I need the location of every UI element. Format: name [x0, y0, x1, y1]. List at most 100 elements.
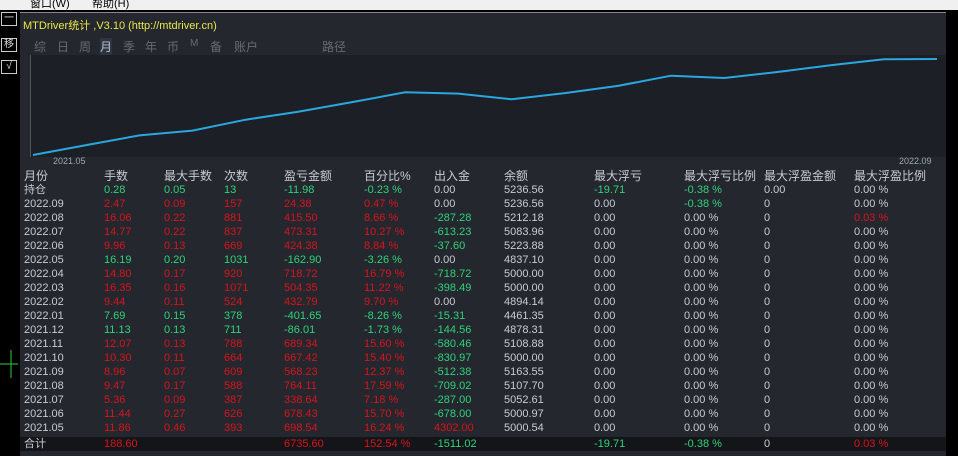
table-cell: 0.00 %	[684, 310, 719, 322]
table-cell: 524	[224, 296, 243, 308]
table-cell: 0	[764, 394, 771, 406]
table-cell: -398.49	[434, 282, 472, 294]
right-edge	[946, 12, 958, 456]
table-cell: 0.15	[164, 310, 186, 322]
check-button[interactable]: √	[1, 60, 17, 74]
table-cell: 0.00 %	[854, 282, 889, 294]
table-cell: 2022.05	[24, 254, 64, 266]
table-cell: 2021.12	[24, 324, 64, 336]
table-cell: 157	[224, 198, 243, 210]
table-cell: 678.43	[284, 408, 318, 420]
table-cell: -11.98	[284, 184, 315, 196]
table-cell: 6735.60	[284, 438, 324, 450]
table-cell: 2022.02	[24, 296, 64, 308]
table-cell: 2022.07	[24, 226, 64, 238]
equity-curve	[32, 58, 938, 156]
table-cell: 12.07	[104, 338, 132, 350]
table-cell: 0.00 %	[684, 422, 719, 434]
table-cell: 15.60 %	[364, 338, 405, 350]
tab-month[interactable]: 月	[100, 38, 113, 55]
table-cell: 0.00 %	[854, 184, 889, 196]
tab-year[interactable]: 年	[145, 40, 158, 54]
table-cell: 5000.54	[504, 422, 544, 434]
move-button[interactable]: 移	[1, 38, 17, 52]
table-cell: -718.72	[434, 268, 472, 280]
table-cell: 0.00 %	[854, 268, 889, 280]
table-cell: 0.00	[594, 338, 616, 350]
table-cell: 5000.00	[504, 282, 544, 294]
table-cell: -19.71	[594, 184, 626, 196]
table-cell: 0.46	[164, 422, 186, 434]
table-cell: 152.54 %	[364, 438, 411, 450]
table-cell: 0.00	[594, 310, 616, 322]
tab-account[interactable]: 账户	[234, 40, 259, 54]
tab-magic[interactable]: M	[190, 38, 199, 49]
table-cell: 5108.88	[504, 338, 544, 350]
menu-help[interactable]: 帮助(H)	[92, 0, 130, 10]
table-cell: 788	[224, 338, 243, 350]
table-cell: 0.11	[164, 352, 185, 364]
table-cell: 0.09	[164, 394, 186, 406]
table-cell: 0.22	[164, 212, 186, 224]
table-cell: 0.16	[164, 282, 186, 294]
table-cell: 0	[764, 198, 771, 210]
table-cell: 0	[764, 282, 771, 294]
table-cell: 14.77	[104, 226, 132, 238]
table-cell: 0.00	[594, 394, 616, 406]
table-row: 2021.06 11.44 0.27 626 678.43 15.70 % -678.00 5…	[20, 407, 946, 421]
table-cell: 11.86	[104, 422, 131, 434]
table-cell: 764.11	[284, 380, 317, 392]
column-header: 余额	[504, 169, 529, 183]
table-cell: 15.40 %	[364, 352, 405, 364]
table-cell: 0.00 %	[684, 254, 719, 266]
table-cell: -3.26 %	[364, 254, 402, 266]
tab-note[interactable]: 备	[210, 40, 223, 54]
tab-summary[interactable]: 综	[34, 40, 47, 54]
table-cell: 711	[224, 324, 242, 336]
table-cell: -37.60	[434, 240, 466, 252]
table-cell: 0	[764, 366, 771, 378]
column-header: 盈亏金额	[284, 169, 333, 183]
chart-start-label: 2021.05	[53, 156, 86, 166]
table-cell: 0.00	[594, 254, 616, 266]
minimize-button[interactable]: 一	[1, 12, 17, 26]
table-cell: 0.28	[104, 184, 126, 196]
table-cell: 881	[224, 212, 243, 224]
tab-path[interactable]: 路径	[322, 40, 347, 54]
table-cell: 2022.04	[24, 268, 64, 280]
table-cell: 0.00 %	[684, 324, 719, 336]
table-cell: 11.13	[104, 324, 131, 336]
table-cell: 689.34	[284, 338, 318, 350]
table-cell: 393	[224, 422, 243, 434]
table-cell: -709.02	[434, 380, 472, 392]
table-cell: 0	[764, 352, 771, 364]
table-cell: 11.44	[104, 408, 131, 420]
table-cell: 415.50	[284, 212, 318, 224]
tab-week[interactable]: 周	[79, 40, 92, 54]
table-cell: 0.00 %	[854, 394, 889, 406]
table-cell: 4894.14	[504, 296, 544, 308]
tab-day[interactable]: 日	[57, 40, 70, 54]
table-cell: 8.66 %	[364, 212, 399, 224]
table-cell: -0.38 %	[684, 184, 722, 196]
table-cell: 2022.01	[24, 310, 64, 322]
table-cell: 0.13	[164, 338, 186, 350]
table-cell: 0	[764, 408, 771, 420]
table-cell: 0.00 %	[684, 408, 719, 420]
table-cell: 16.35	[104, 282, 132, 294]
table-cell: 338.64	[284, 394, 318, 406]
table-cell: 2021.09	[24, 366, 64, 378]
table-cell: 16.79 %	[364, 268, 405, 280]
table-cell: 0.00	[594, 198, 616, 210]
total-row: 合计 188.60 6735.60 152.54 % -1511.02 -19.71 -0.…	[20, 437, 946, 451]
table-cell: -0.38 %	[684, 438, 722, 450]
table-cell: 0	[764, 438, 771, 450]
table-cell: -0.23 %	[364, 184, 402, 196]
table-cell: 8.96	[104, 366, 126, 378]
table-row: 2022.08 16.06 0.22 881 415.50 8.66 % -287.28 52…	[20, 211, 946, 225]
menu-window[interactable]: 窗口(W)	[30, 0, 70, 10]
table-row: 2021.07 5.36 0.09 387 338.64 7.18 % -287.00 505…	[20, 393, 946, 407]
tab-quarter[interactable]: 季	[123, 40, 136, 54]
table-cell: 0.00 %	[854, 240, 889, 252]
tab-symbol[interactable]: 币	[167, 40, 180, 54]
